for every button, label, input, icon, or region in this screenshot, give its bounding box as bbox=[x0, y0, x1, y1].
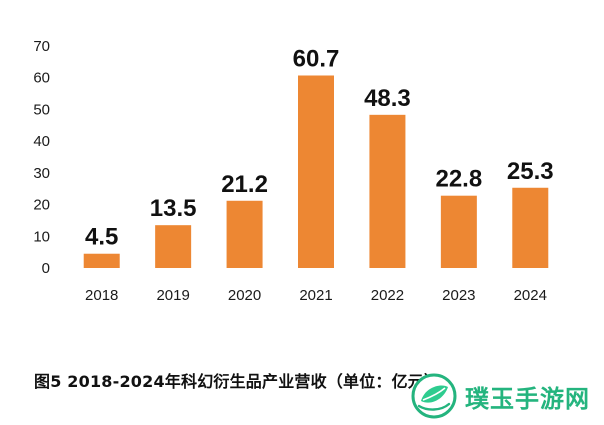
x-tick-label-2021: 2021 bbox=[299, 287, 332, 304]
y-tick-label: 70 bbox=[33, 38, 50, 55]
data-label-2019: 13.5 bbox=[150, 195, 197, 222]
x-tick-label-2019: 2019 bbox=[156, 287, 189, 304]
leaf-ring-logo-icon bbox=[411, 373, 457, 419]
data-label-2024: 25.3 bbox=[507, 158, 554, 185]
x-tick-label-2022: 2022 bbox=[371, 287, 404, 304]
bar-2023 bbox=[440, 195, 477, 268]
bar-2024 bbox=[512, 187, 549, 268]
y-tick-label: 10 bbox=[33, 228, 50, 245]
y-axis: 0 10 20 30 40 50 60 70 bbox=[33, 38, 50, 277]
bar-chart: 0 10 20 30 40 50 60 70 4.5 13.5 21.2 60.7 48.3 22.8 2… bbox=[33, 38, 554, 304]
bar-2021 bbox=[298, 75, 334, 268]
data-labels: 4.5 13.5 21.2 60.7 48.3 22.8 25.3 bbox=[85, 45, 554, 250]
y-tick-label: 60 bbox=[33, 70, 50, 87]
watermark-text: 璞玉手游网 bbox=[465, 384, 590, 413]
bar-2022 bbox=[369, 114, 406, 268]
y-tick-label: 40 bbox=[33, 133, 50, 150]
y-tick-label: 20 bbox=[33, 197, 50, 214]
x-tick-label-2018: 2018 bbox=[85, 287, 118, 304]
bar-2019 bbox=[155, 225, 192, 268]
y-tick-label: 30 bbox=[33, 165, 50, 182]
bar-2020 bbox=[226, 200, 263, 268]
data-label-2021: 60.7 bbox=[293, 45, 340, 72]
data-label-2020: 21.2 bbox=[221, 171, 268, 198]
data-label-2022: 48.3 bbox=[364, 85, 411, 112]
x-tick-label-2020: 2020 bbox=[228, 287, 261, 304]
data-label-2023: 22.8 bbox=[435, 166, 482, 193]
bars bbox=[83, 75, 549, 268]
data-label-2018: 4.5 bbox=[85, 224, 118, 251]
watermark: 璞玉手游网 bbox=[411, 372, 590, 420]
y-tick-label: 50 bbox=[33, 101, 50, 118]
x-axis: 2018 2019 2020 2021 2022 2023 2024 bbox=[85, 287, 547, 304]
bar-2018 bbox=[83, 253, 120, 268]
x-tick-label-2024: 2024 bbox=[514, 287, 547, 304]
x-tick-label-2023: 2023 bbox=[442, 287, 475, 304]
y-tick-label: 0 bbox=[42, 260, 50, 277]
chart-caption: 图5 2018-2024年科幻衍生品产业营收（单位：亿元） bbox=[34, 372, 441, 391]
